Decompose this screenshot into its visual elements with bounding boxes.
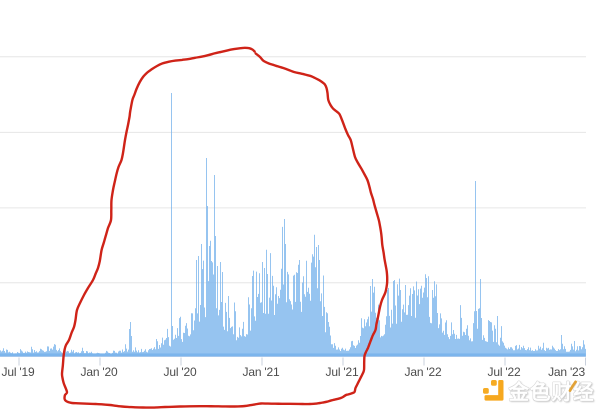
svg-text:金色财经: 金色财经 xyxy=(508,380,595,404)
